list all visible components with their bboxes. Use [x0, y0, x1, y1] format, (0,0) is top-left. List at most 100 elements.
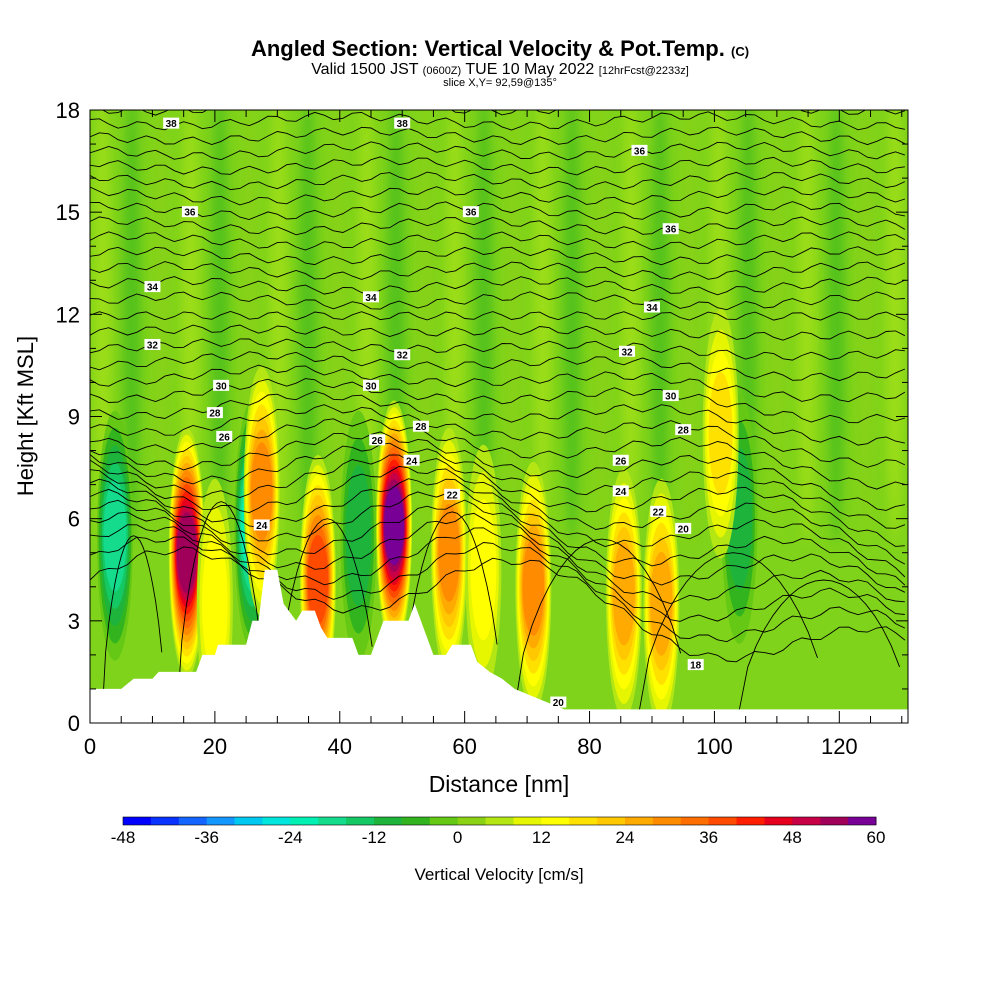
theta-contour	[90, 390, 905, 446]
theta-label-text: 26	[615, 456, 627, 467]
theta-contour	[514, 538, 682, 710]
theta-contour	[90, 524, 905, 622]
theta-label-text: 36	[634, 146, 646, 157]
theta-label: 32	[144, 338, 161, 351]
theta-label: 30	[213, 379, 230, 392]
y-tick-label: 18	[56, 98, 80, 123]
theta-contour	[90, 418, 906, 490]
x-tick-labels: 0 20 40 60 80 100 120	[84, 734, 858, 759]
y-tick-label: 0	[68, 711, 80, 736]
theta-contour	[90, 431, 905, 511]
theta-label-box	[163, 117, 180, 129]
title-unit: (C)	[731, 44, 750, 59]
theta-contour	[738, 579, 901, 710]
theta-label-text: 26	[219, 432, 231, 443]
theta-contour	[90, 351, 906, 382]
theta-contour	[276, 518, 373, 710]
y-tick-label: 6	[68, 507, 80, 532]
theta-label-text: 24	[406, 456, 418, 467]
theta-label-text: 38	[166, 119, 178, 130]
theta-label: 26	[612, 454, 629, 467]
theta-contour	[90, 156, 905, 176]
theta-label-box	[253, 519, 270, 531]
theta-label: 20	[550, 696, 567, 709]
velocity-streak	[680, 110, 699, 545]
theta-contour	[90, 511, 905, 604]
theta-label: 20	[675, 522, 692, 535]
theta-label-text: 36	[665, 225, 677, 236]
theta-label-box	[444, 488, 461, 500]
x-tick-label: 120	[821, 734, 858, 759]
theta-label-box	[362, 291, 379, 303]
theta-label: 34	[362, 291, 379, 304]
theta-label-box	[687, 659, 704, 671]
theta-label: 26	[369, 434, 386, 447]
theta-contour	[90, 311, 906, 321]
theta-contour	[90, 171, 906, 191]
theta-contour	[90, 82, 905, 100]
colorbar-segment	[680, 817, 710, 825]
downdraft-band	[103, 479, 127, 592]
colorbar-segment	[652, 817, 682, 825]
theta-label: 22	[444, 488, 461, 501]
colorbar-segment	[123, 817, 152, 825]
updraft-band	[176, 512, 197, 594]
theta-label-text: 32	[397, 351, 409, 362]
colorbar-segment	[401, 817, 431, 825]
theta-label-text: 30	[665, 392, 677, 403]
theta-label-box	[206, 407, 223, 419]
colorbar-segment	[150, 817, 180, 825]
theta-label: 38	[163, 117, 180, 130]
x-tick-label: 60	[452, 734, 476, 759]
x-tick-label: 100	[696, 734, 733, 759]
colorbar-segment	[513, 817, 542, 825]
theta-label: 28	[412, 420, 429, 433]
velocity-streak	[210, 110, 229, 545]
theta-label: 36	[631, 144, 648, 157]
colorbar-segment	[736, 817, 765, 825]
theta-contour	[176, 501, 261, 710]
theta-contour	[90, 186, 906, 206]
theta-label-text: 22	[447, 490, 459, 501]
updraft-band	[612, 541, 635, 646]
theta-label-text: 28	[415, 422, 427, 433]
theta-contour	[90, 536, 906, 643]
theta-label: 28	[675, 424, 692, 437]
theta-label-box	[216, 430, 233, 442]
colorbar-tick-label: 12	[532, 828, 551, 847]
theta-contour	[90, 454, 905, 547]
velocity-streak	[298, 110, 317, 545]
x-tick-label: 80	[577, 734, 601, 759]
colorbar-segment	[457, 817, 487, 825]
theta-contour	[102, 535, 163, 710]
theta-label-text: 24	[615, 487, 627, 498]
valid-date: TUE 10 May 2022	[465, 61, 595, 78]
theta-labels: 38 38 36 36 36 36 34 34 34 32 32 32 30 30 30 28 28 28 26 26…	[144, 117, 704, 709]
theta-label: 34	[643, 301, 660, 314]
colorbar-tick-labels: -48 -36 -24 -12 0 12 24 36 48 60	[111, 828, 886, 847]
theta-label-text: 20	[678, 524, 690, 535]
theta-label-box	[394, 349, 411, 361]
colorbar-tick-label: -24	[278, 828, 303, 847]
theta-label: 32	[619, 345, 636, 358]
theta-label-box	[612, 485, 629, 497]
theta-contour	[90, 141, 906, 161]
theta-label-box	[550, 696, 567, 708]
velocity-streak	[885, 110, 904, 545]
colorbar-tick-label: -12	[362, 828, 387, 847]
theta-contour	[90, 338, 905, 361]
x-tick-label: 40	[328, 734, 352, 759]
updraft-band	[384, 485, 405, 566]
terrain	[90, 569, 908, 723]
y-axis-label: Height [Kft MSL]	[13, 336, 38, 496]
colorbar-segment	[429, 817, 459, 825]
theta-label-box	[619, 345, 636, 357]
colorbar-segment	[374, 817, 403, 825]
theta-label: 32	[394, 349, 411, 362]
colorbar-segment	[206, 817, 236, 825]
theta-contour	[90, 246, 905, 266]
theta-contour	[90, 201, 905, 220]
theta-label-box	[612, 454, 629, 466]
theta-contour	[90, 442, 906, 529]
